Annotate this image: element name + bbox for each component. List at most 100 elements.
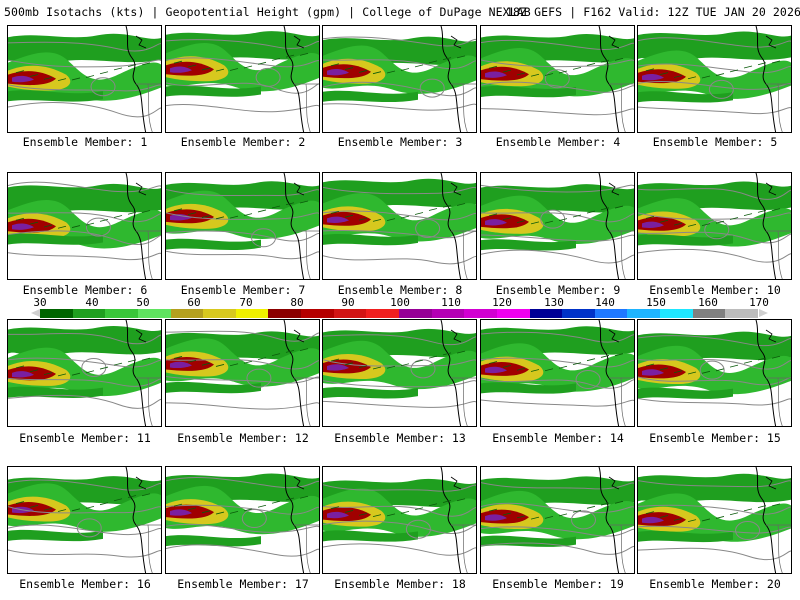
- southern-jet-region: [638, 387, 733, 399]
- island-outline: [135, 329, 147, 343]
- streamline-streak: [715, 220, 725, 224]
- streamline-streak: [15, 501, 25, 504]
- closed-low-contour: [251, 228, 277, 248]
- streamline-streak: [344, 362, 354, 366]
- streamline-streak: [673, 370, 683, 374]
- height-contour: [481, 39, 634, 50]
- streamline-streak: [558, 70, 568, 74]
- closed-low-contour: [255, 67, 281, 87]
- streamline-streak: [372, 514, 382, 517]
- coastline: [598, 467, 620, 573]
- southern-jet-region: [481, 239, 576, 251]
- streamline-streak: [85, 222, 95, 226]
- streamline-streak: [43, 77, 53, 80]
- island-outline: [608, 476, 620, 490]
- height-contour: [8, 181, 161, 193]
- streamline-streak: [414, 212, 424, 215]
- state-border: [620, 230, 626, 279]
- streamline-streak: [544, 220, 554, 224]
- streamline-streak: [600, 355, 610, 358]
- island-outline: [765, 182, 777, 196]
- streamline-streak: [127, 64, 137, 68]
- coastline: [283, 26, 305, 132]
- coastline: [283, 173, 305, 279]
- streamline-streak: [299, 200, 309, 204]
- jet-stream-map: [8, 26, 161, 132]
- island-outline: [608, 35, 620, 49]
- colorbar-swatch: [464, 309, 498, 318]
- height-contour: [481, 212, 634, 223]
- streamline-streak: [530, 369, 540, 372]
- streamline-streak: [187, 507, 197, 511]
- height-contour: [323, 400, 476, 408]
- coastline: [755, 467, 777, 573]
- coastline: [125, 173, 147, 279]
- height-contour: [323, 505, 476, 517]
- colorbar-swatch: [594, 309, 628, 318]
- streamline-streak: [43, 507, 53, 511]
- island-outline: [765, 476, 777, 490]
- streamline-streak: [414, 359, 424, 363]
- ensemble-member-label: Ensemble Member: 12: [177, 431, 309, 445]
- closed-low-contour: [544, 69, 570, 89]
- colorbar-tick-label: 170: [749, 296, 769, 309]
- island-outline: [450, 329, 462, 343]
- streamline-streak: [659, 367, 669, 371]
- jet-stream-map: [638, 320, 791, 426]
- southern-jet-region: [166, 238, 261, 251]
- streamline-streak: [572, 214, 582, 218]
- streamline-streak: [502, 217, 512, 221]
- streamline-streak: [201, 362, 211, 366]
- streamline-streak: [456, 203, 466, 206]
- streamline-streak: [442, 500, 452, 503]
- streamline-streak: [271, 353, 281, 357]
- streamline-streak: [127, 495, 137, 498]
- streamline-streak: [141, 357, 151, 361]
- jet-purple-max: [642, 516, 664, 524]
- colorbar-swatch: [725, 309, 759, 318]
- height-contour: [638, 480, 791, 488]
- jet-purple-max: [327, 216, 349, 223]
- streamline-streak: [645, 363, 655, 367]
- streamline-streak: [645, 511, 655, 515]
- height-contour: [323, 484, 476, 492]
- jet-stream-map: [323, 173, 476, 279]
- ensemble-member-panel: [322, 25, 477, 133]
- colorbar-tick-label: 60: [187, 296, 201, 309]
- streamline-streak: [729, 69, 739, 73]
- jet-stream-map: [638, 26, 791, 132]
- southern-jet-region: [323, 387, 418, 399]
- colorbar-swatch: [366, 309, 400, 318]
- streamline-streak: [201, 67, 211, 71]
- height-contour: [481, 249, 634, 264]
- streamline-streak: [113, 498, 123, 502]
- jet-stream-map: [481, 320, 634, 426]
- height-contour: [166, 104, 319, 113]
- height-contour: [8, 524, 161, 536]
- streamline-streak: [502, 512, 512, 516]
- height-contour: [323, 380, 476, 388]
- streamline-streak: [299, 348, 309, 352]
- colorbar-swatch: [170, 309, 204, 318]
- streamline-streak: [187, 212, 197, 216]
- colorbar-right-arrow: [759, 309, 768, 317]
- ensemble-member-panel: [637, 172, 792, 280]
- jet-stream-map: [8, 467, 161, 573]
- ensemble-member-label: Ensemble Member: 9: [495, 283, 621, 297]
- height-contour: [8, 506, 161, 514]
- state-border: [147, 230, 153, 279]
- ensemble-member-label: Ensemble Member: 8: [337, 283, 463, 297]
- streamline-streak: [442, 204, 452, 208]
- colorbar-tick-label: 70: [239, 296, 253, 309]
- coastline: [440, 26, 462, 132]
- jet-purple-max: [642, 221, 664, 228]
- streamline-streak: [173, 503, 183, 507]
- state-border: [462, 524, 468, 573]
- streamline-streak: [586, 210, 596, 214]
- height-contour: [638, 335, 791, 347]
- southern-jet-region: [8, 529, 103, 542]
- state-border: [305, 230, 311, 279]
- state-border: [305, 377, 311, 426]
- jet-purple-max: [12, 75, 34, 83]
- streamline-streak: [743, 508, 753, 512]
